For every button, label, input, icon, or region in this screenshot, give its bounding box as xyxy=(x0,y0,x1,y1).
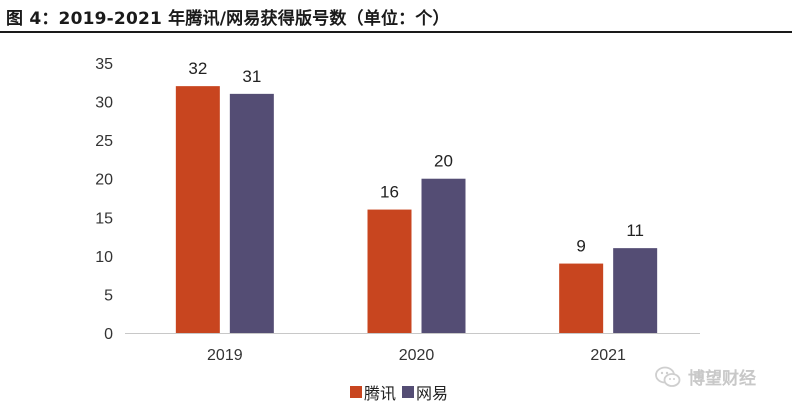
watermark: 博望财经 xyxy=(654,364,756,389)
data-label-netease-2019: 31 xyxy=(242,67,261,86)
y-tick-label: 15 xyxy=(95,210,113,227)
legend-label-netease: 网易 xyxy=(416,384,449,403)
legend-swatch-tencent xyxy=(350,386,362,398)
x-tick-label: 2019 xyxy=(207,347,243,364)
wechat-icon xyxy=(655,366,681,387)
legend-label-tencent: 腾讯 xyxy=(364,384,397,403)
y-tick-label: 5 xyxy=(104,287,113,304)
title-divider xyxy=(0,31,792,33)
bars: 32 31 16 20 9 11 xyxy=(175,59,658,334)
data-label-tencent-2019: 32 xyxy=(188,59,207,78)
data-label-netease-2020: 20 xyxy=(434,152,453,171)
y-tick-label: 30 xyxy=(95,95,113,112)
y-axis: 0 5 10 15 20 25 30 35 xyxy=(95,56,113,343)
x-tick-label: 2020 xyxy=(399,347,435,364)
y-tick-label: 35 xyxy=(95,56,113,73)
y-tick-label: 10 xyxy=(95,249,113,266)
y-tick-label: 0 xyxy=(104,326,113,343)
legend-swatch-netease xyxy=(402,386,415,398)
y-tick-label: 25 xyxy=(95,133,113,150)
x-tick-label: 2021 xyxy=(590,347,626,364)
bar-tencent-2019 xyxy=(175,86,220,334)
watermark-text: 博望财经 xyxy=(688,369,756,389)
bar-tencent-2020 xyxy=(367,209,412,333)
data-label-tencent-2020: 16 xyxy=(380,183,399,202)
bar-netease-2019 xyxy=(229,93,274,333)
chart-title: 图 4：2019-2021 年腾讯/网易获得版号数（单位：个） xyxy=(6,9,450,29)
legend-item-netease: 网易 xyxy=(402,380,448,404)
y-tick-label: 20 xyxy=(95,172,113,189)
data-label-tencent-2021: 9 xyxy=(576,237,585,256)
legend-item-tencent: 腾讯 xyxy=(350,380,396,404)
bar-netease-2020 xyxy=(421,178,466,333)
bar-tencent-2021 xyxy=(559,263,604,333)
legend: 腾讯 网易 xyxy=(350,380,454,404)
x-axis: 2019 2020 2021 xyxy=(207,347,626,364)
bar-netease-2021 xyxy=(613,248,658,333)
data-label-netease-2021: 11 xyxy=(626,221,644,240)
